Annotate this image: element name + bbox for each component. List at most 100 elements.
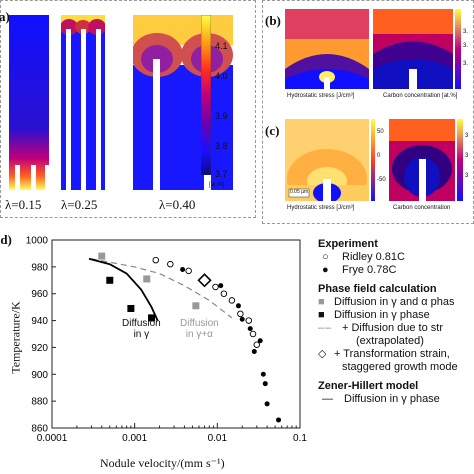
lambda-label: λ=0.25 <box>61 197 98 212</box>
x-tick-label: 0.01 <box>208 433 228 444</box>
legend-pf-transform: ◇ + Transformation strain, <box>318 348 474 361</box>
x-tick-label: 0.1 <box>293 433 307 444</box>
legend-pf-title: Phase field calculation <box>318 283 437 295</box>
colorbar-c-right-tick: 3 <box>465 153 469 159</box>
solid-line-icon: — <box>322 393 333 405</box>
colorbar-a-tick: 3.9 <box>215 111 228 121</box>
x-axis-label: Nodule velocity/(mm s⁻¹) <box>100 456 225 470</box>
point-frye <box>264 401 270 407</box>
point-ridley <box>237 310 244 318</box>
gray-square-icon: ■ <box>318 296 325 308</box>
panel-a: a) <box>0 0 256 218</box>
colorbar-a-tick: 3.7 <box>215 169 228 179</box>
annotation-line: in γ <box>133 329 150 340</box>
point-ridley <box>152 256 160 264</box>
colorbar-c-tick: 0 <box>377 153 381 159</box>
point-frye <box>276 417 282 423</box>
legend-zh-title: Zener-Hillert model <box>318 380 419 392</box>
point-frye <box>251 348 257 354</box>
colorbar-a-unit: [at.%] <box>209 182 225 188</box>
point-frye <box>247 326 253 332</box>
plot-frame <box>51 239 301 429</box>
legend-pf-gamma-label: Diffusion in γ phase <box>334 309 430 321</box>
open-circle-icon: ○ <box>322 251 329 263</box>
panel-b-right-caption: Carbon concentration [at.%] <box>383 93 458 99</box>
panel-c-label: (c) <box>265 123 280 138</box>
carbon-concentration-map-c <box>389 119 455 201</box>
legend-ridley: ○ Ridley 0.81C <box>318 251 474 264</box>
legend-frye: ● Frye 0.78C <box>318 264 474 277</box>
x-tick-label: 0.0001 <box>37 433 68 444</box>
legend-zh-gamma: — Diffusion in γ phase <box>318 393 474 406</box>
point-pf-transform <box>197 273 212 288</box>
colorbar-b-tick: 3. <box>463 29 469 35</box>
y-tick-label: 940 <box>31 316 48 327</box>
scale-bar-label: 0.05 µm <box>290 189 309 195</box>
legend-pf-gamma: ■ Diffusion in γ phase <box>318 309 474 322</box>
annotation-line: Diffusion <box>122 318 161 329</box>
legend-zh-gamma-label: Diffusion in γ phase <box>344 393 440 405</box>
legend-frye-label: Frye 0.78C <box>342 264 397 276</box>
point-pf-gamma <box>148 314 156 322</box>
legend-pf-transform-label: + Transformation strain, <box>334 348 450 360</box>
y-tick-label: 960 <box>31 289 48 300</box>
colorbar-b <box>455 9 461 89</box>
point-ridley <box>228 297 236 304</box>
y-tick-label: 880 <box>31 397 48 408</box>
point-ridley <box>167 260 174 268</box>
sim-lambda-025 <box>61 15 105 190</box>
lambda-label: λ=0.40 <box>159 197 196 212</box>
legend-pf-stress-label: + Diffusion due to str <box>342 322 443 334</box>
panel-b-left-caption: Hydrostatic stress [J/cm³] <box>287 93 355 99</box>
y-tick-label: 980 <box>31 262 48 273</box>
point-pf-gamma <box>106 276 114 284</box>
y-tick-label: 1000 <box>26 236 49 247</box>
open-diamond-icon: ◇ <box>318 348 327 360</box>
point-frye <box>262 381 268 387</box>
colorbar-c-left <box>371 119 375 201</box>
point-pf-gamma <box>127 304 135 312</box>
annotation-line: in γ+α <box>185 329 213 340</box>
black-square-icon: ■ <box>318 309 325 321</box>
y-tick-label: 900 <box>31 370 48 381</box>
point-frye <box>218 283 224 289</box>
point-ridley <box>220 290 228 297</box>
colorbar-a-tick: 3.8 <box>215 141 228 151</box>
series-line-zener-hillert <box>88 257 159 321</box>
hydrostatic-stress-map-c <box>285 119 369 201</box>
annotation-line: Diffusion <box>180 318 219 329</box>
point-frye <box>180 267 186 273</box>
colorbar-c-tick: 50 <box>377 129 384 135</box>
y-tick-label: 860 <box>31 424 48 435</box>
annotation-diffusion-gamma-alpha: Diffusion in γ+α <box>180 318 219 340</box>
point-ridley <box>249 330 257 338</box>
point-pf-gamma-alpha <box>192 302 200 310</box>
panel-c-right-caption: Carbon concentration <box>393 205 451 211</box>
panel-a-label: a) <box>0 9 10 24</box>
colorbar-a-tick: 4.1 <box>215 41 228 51</box>
colorbar-b-tick: 3. <box>463 43 469 49</box>
point-ridley <box>185 267 192 275</box>
annotation-diffusion-gamma: Diffusion in γ <box>122 318 161 340</box>
point-ridley <box>253 341 261 348</box>
y-tick-label: 920 <box>31 343 48 354</box>
panel-bc: (b) 3. 3. 3. Hydrostatic stress [J/cm³] … <box>262 0 474 224</box>
colorbar-c-right-tick: 3 <box>465 133 469 139</box>
lambda-label: λ=0.15 <box>5 197 42 212</box>
legend-pf-gamma-alpha-label: Diffusion in γ and α phas <box>334 296 455 308</box>
hydrostatic-stress-map-b <box>285 9 369 89</box>
point-pf-gamma-alpha <box>143 275 151 283</box>
panel-c-left-caption: Hydrostatic stress [J/cm³] <box>287 205 355 211</box>
point-ridley <box>245 317 253 324</box>
colorbar-c-tick: -50 <box>377 177 386 183</box>
sim-lambda-015 <box>9 15 49 190</box>
colorbar-a <box>201 15 211 175</box>
filled-circle-icon: ● <box>322 264 329 276</box>
legend-ridley-label: Ridley 0.81C <box>342 251 405 263</box>
chart-legend: Experiment ○ Ridley 0.81C ● Frye 0.78C Pha… <box>318 238 474 406</box>
colorbar-a-tick: 4.0 <box>215 71 228 81</box>
panel-d-label: (d) <box>0 232 12 247</box>
point-frye <box>239 316 245 322</box>
point-frye <box>235 303 241 309</box>
carbon-concentration-map-b <box>373 9 453 89</box>
